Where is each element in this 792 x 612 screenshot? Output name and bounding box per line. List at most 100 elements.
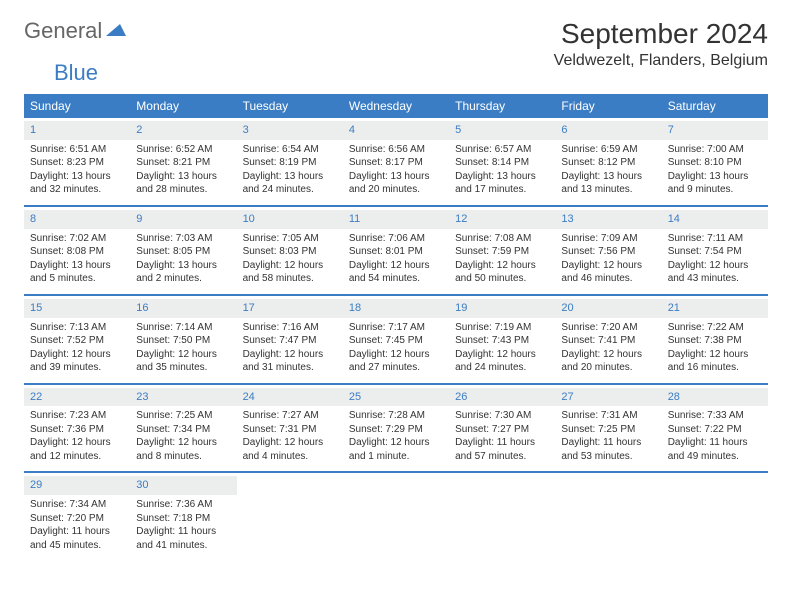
sunrise-text: Sunrise: 6:59 AM [561,143,655,157]
daylight-text: Daylight: 13 hours and 20 minutes. [349,170,443,197]
daylight-text: Daylight: 12 hours and 50 minutes. [455,259,549,286]
page-title: September 2024 [554,18,768,50]
daynum-bg: 21 [662,299,768,318]
sunset-text: Sunset: 7:25 PM [561,423,655,437]
daylight-text: Daylight: 12 hours and 16 minutes. [668,348,762,375]
daylight-text: Daylight: 12 hours and 1 minute. [349,436,443,463]
day-number: 11 [349,213,360,225]
daynum-bg: 12 [449,210,555,229]
sunset-text: Sunset: 7:18 PM [136,512,230,526]
day-header-thursday: Thursday [449,94,555,118]
daylight-text: Daylight: 11 hours and 57 minutes. [455,436,549,463]
day-number: 29 [30,479,42,491]
day-cell: 18Sunrise: 7:17 AMSunset: 7:45 PMDayligh… [343,296,449,383]
daynum-bg: 2 [130,121,236,140]
daylight-text: Daylight: 12 hours and 46 minutes. [561,259,655,286]
day-header-saturday: Saturday [662,94,768,118]
sunset-text: Sunset: 7:20 PM [30,512,124,526]
week-row: 15Sunrise: 7:13 AMSunset: 7:52 PMDayligh… [24,296,768,385]
sunset-text: Sunset: 7:31 PM [243,423,337,437]
daynum-bg: 29 [24,476,130,495]
daynum-bg: 20 [555,299,661,318]
sunset-text: Sunset: 8:21 PM [136,156,230,170]
day-cell: 9Sunrise: 7:03 AMSunset: 8:05 PMDaylight… [130,207,236,294]
day-number: 5 [455,124,461,136]
day-cell: 27 Sunrise: 7:31 AMSunset: 7:25 PMDayligh… [555,385,661,472]
daylight-text: Daylight: 11 hours and 53 minutes. [561,436,655,463]
day-cell: 12Sunrise: 7:08 AMSunset: 7:59 PMDayligh… [449,207,555,294]
daynum-bg: 26 [449,388,555,407]
daynum-bg: 23 [130,388,236,407]
daylight-text: Daylight: 11 hours and 45 minutes. [30,525,124,552]
sunset-text: Sunset: 8:10 PM [668,156,762,170]
day-number: 24 [243,391,255,403]
daynum-bg: 11 [343,210,449,229]
day-number: 20 [561,302,573,314]
sunset-text: Sunset: 7:29 PM [349,423,443,437]
day-cell: 16Sunrise: 7:14 AMSunset: 7:50 PMDayligh… [130,296,236,383]
daylight-text: Daylight: 12 hours and 39 minutes. [30,348,124,375]
day-cell: 21Sunrise: 7:22 AMSunset: 7:38 PMDayligh… [662,296,768,383]
week-row: 29Sunrise: 7:34 AMSunset: 7:20 PMDayligh… [24,473,768,560]
sunrise-text: Sunrise: 7:31 AM [561,409,655,423]
sunset-text: Sunset: 7:34 PM [136,423,230,437]
sunset-text: Sunset: 7:47 PM [243,334,337,348]
day-cell: 28Sunrise: 7:33 AMSunset: 7:22 PMDayligh… [662,385,768,472]
day-cell: 1Sunrise: 6:51 AMSunset: 8:23 PMDaylight… [24,118,130,205]
day-cell: 13Sunrise: 7:09 AMSunset: 7:56 PMDayligh… [555,207,661,294]
day-number: 12 [455,213,467,225]
sunrise-text: Sunrise: 7:14 AM [136,321,230,335]
sunset-text: Sunset: 7:45 PM [349,334,443,348]
day-cell: 15Sunrise: 7:13 AMSunset: 7:52 PMDayligh… [24,296,130,383]
daynum-bg: 8 [24,210,130,229]
day-number: 17 [243,302,255,314]
day-number: 1 [30,124,36,136]
sunset-text: Sunset: 8:19 PM [243,156,337,170]
daynum-bg: 22 [24,388,130,407]
day-number: 23 [136,391,148,403]
day-number: 22 [30,391,42,403]
sunrise-text: Sunrise: 7:27 AM [243,409,337,423]
sunrise-text: Sunrise: 7:30 AM [455,409,549,423]
daynum-bg: 24 [237,388,343,407]
day-number: 21 [668,302,680,314]
sunrise-text: Sunrise: 7:03 AM [136,232,230,246]
sunset-text: Sunset: 7:54 PM [668,245,762,259]
day-header-friday: Friday [555,94,661,118]
day-header-wednesday: Wednesday [343,94,449,118]
sunrise-text: Sunrise: 7:17 AM [349,321,443,335]
day-header-monday: Monday [130,94,236,118]
sunset-text: Sunset: 8:08 PM [30,245,124,259]
logo-text-2: Blue [54,60,98,85]
logo: General [24,18,128,44]
sunrise-text: Sunrise: 6:54 AM [243,143,337,157]
week-row: 22Sunrise: 7:23 AMSunset: 7:36 PMDayligh… [24,385,768,474]
day-cell: 24 Sunrise: 7:27 AMSunset: 7:31 PMDayligh… [237,385,343,472]
day-number: 16 [136,302,148,314]
day-cell: 3Sunrise: 6:54 AMSunset: 8:19 PMDaylight… [237,118,343,205]
sunrise-text: Sunrise: 6:56 AM [349,143,443,157]
sunrise-text: Sunrise: 7:13 AM [30,321,124,335]
empty-cell [555,473,661,560]
daylight-text: Daylight: 12 hours and 27 minutes. [349,348,443,375]
day-number: 27 [561,391,573,403]
sunset-text: Sunset: 8:01 PM [349,245,443,259]
daynum-bg: 13 [555,210,661,229]
sunset-text: Sunset: 8:12 PM [561,156,655,170]
daynum-bg: 17 [237,299,343,318]
day-cell: 4Sunrise: 6:56 AMSunset: 8:17 PMDaylight… [343,118,449,205]
day-header-tuesday: Tuesday [237,94,343,118]
day-cell: 14Sunrise: 7:11 AMSunset: 7:54 PMDayligh… [662,207,768,294]
day-cell: 22Sunrise: 7:23 AMSunset: 7:36 PMDayligh… [24,385,130,472]
sunset-text: Sunset: 7:22 PM [668,423,762,437]
sunrise-text: Sunrise: 7:16 AM [243,321,337,335]
daylight-text: Daylight: 12 hours and 4 minutes. [243,436,337,463]
daynum-bg: 30 [130,476,236,495]
day-number: 9 [136,213,142,225]
sunset-text: Sunset: 7:38 PM [668,334,762,348]
day-number: 10 [243,213,255,225]
sunrise-text: Sunrise: 7:33 AM [668,409,762,423]
sunrise-text: Sunrise: 7:08 AM [455,232,549,246]
day-number: 28 [668,391,680,403]
daylight-text: Daylight: 11 hours and 41 minutes. [136,525,230,552]
